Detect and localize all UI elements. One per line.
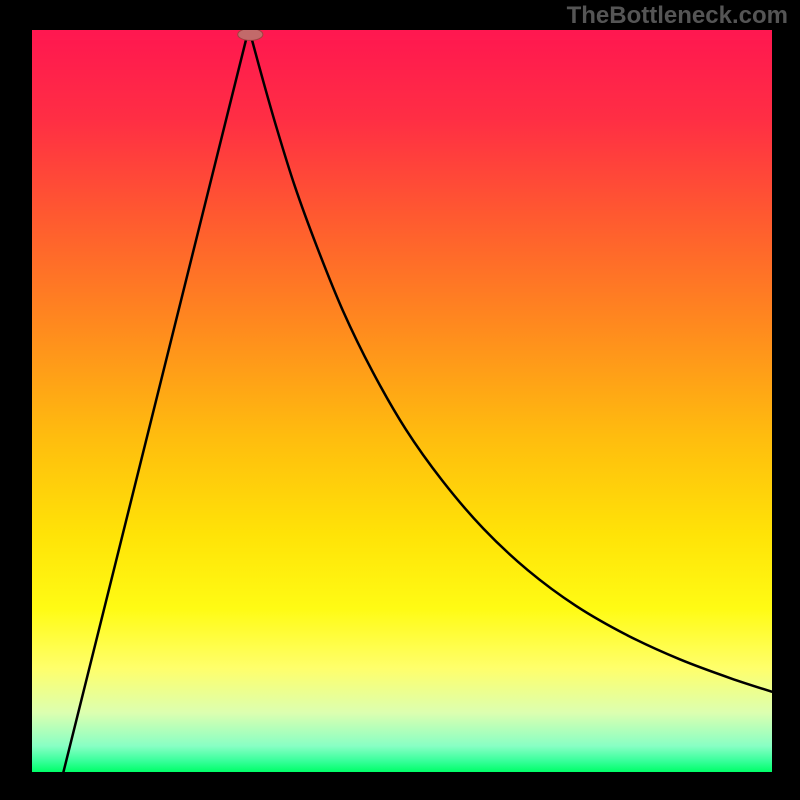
plot-svg [32, 30, 772, 772]
watermark-text: TheBottleneck.com [567, 2, 788, 30]
chart-container: TheBottleneck.com [0, 0, 800, 800]
plot-area [32, 30, 772, 772]
